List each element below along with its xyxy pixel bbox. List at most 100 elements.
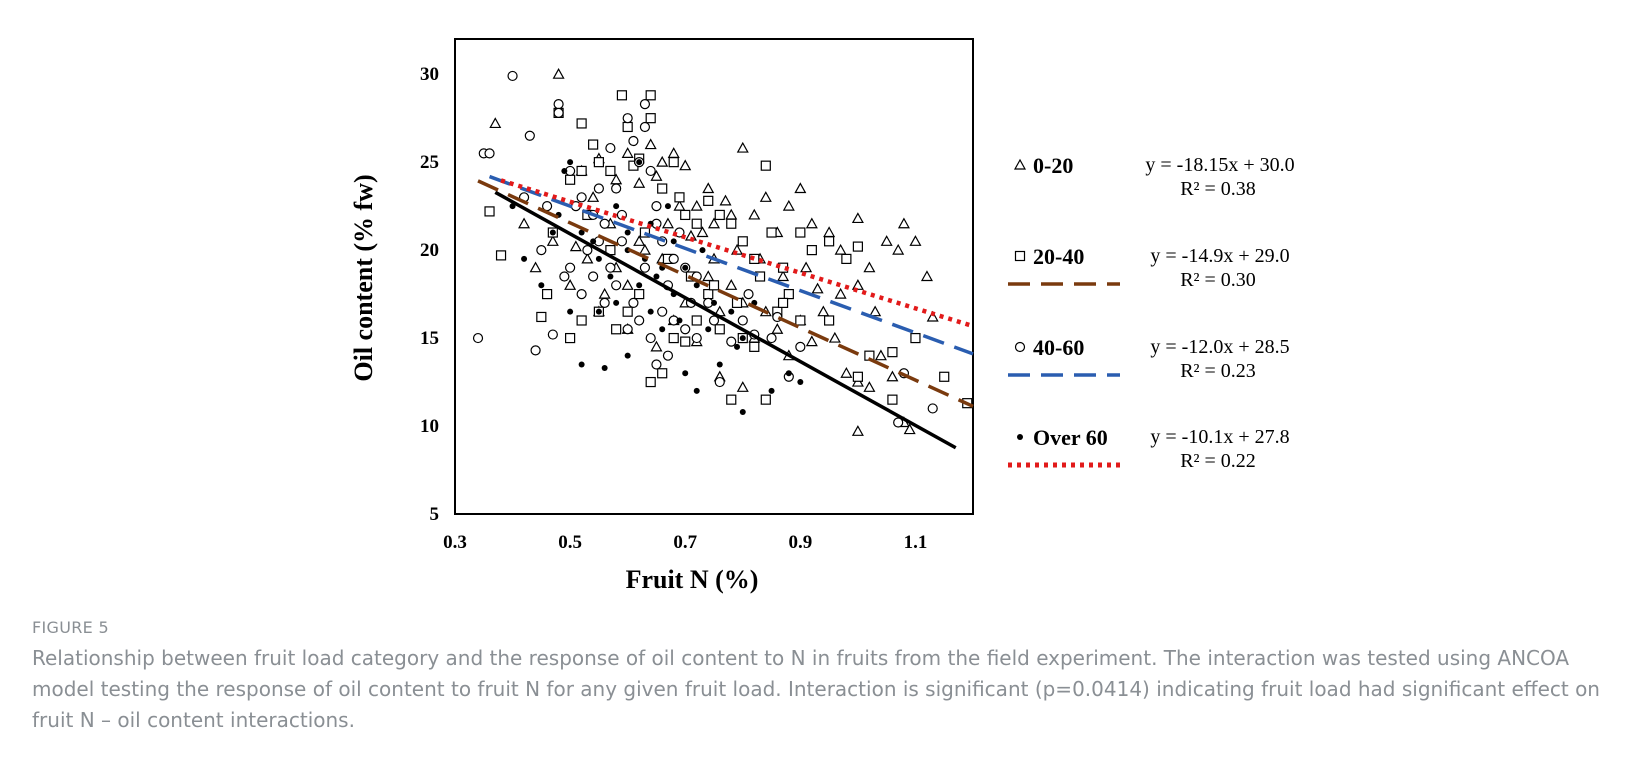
data-point-triangle: [892, 243, 905, 255]
plot-area-frame: [454, 38, 974, 515]
data-point-triangle: [702, 270, 715, 282]
data-point-triangle: [725, 279, 738, 290]
data-point-triangle: [834, 243, 847, 255]
data-points: [472, 67, 973, 436]
y-tick-label: 15: [420, 328, 439, 349]
data-point-square: [824, 236, 835, 247]
data-point-circle: [605, 262, 616, 273]
y-tick-label: 20: [420, 240, 439, 261]
data-point-triangle: [903, 423, 916, 435]
data-point-square: [703, 195, 714, 206]
data-point-circle: [599, 218, 610, 229]
data-point-dot: [705, 326, 712, 333]
data-point-dot: [693, 387, 700, 394]
x-axis-title: Fruit N (%): [626, 565, 759, 594]
data-point-square: [691, 218, 702, 229]
data-point-circle: [553, 98, 564, 110]
data-point-circle: [593, 183, 604, 194]
data-point-square: [622, 121, 633, 133]
data-point-square: [777, 297, 789, 308]
regression-equation: y = -18.15x + 30.0: [1145, 154, 1294, 176]
y-tick-label: 30: [420, 64, 439, 85]
trend-line: [477, 179, 974, 408]
regression-equation: y = -10.1x + 27.8: [1150, 426, 1289, 448]
data-point-triangle: [569, 240, 582, 252]
data-point-dot: [734, 343, 741, 350]
data-point-square: [605, 165, 616, 177]
data-point-square: [645, 376, 656, 388]
data-point-triangle: [874, 349, 887, 361]
data-point-circle: [472, 332, 484, 344]
data-point-square: [795, 315, 806, 326]
data-point-dot: [785, 370, 792, 377]
data-point-square: [795, 227, 806, 238]
data-point-dot: [521, 255, 528, 262]
data-point-square: [887, 347, 898, 358]
data-point-square: [852, 371, 863, 382]
data-point-square: [674, 192, 685, 203]
data-point-square: [680, 209, 691, 221]
data-point-square: [588, 139, 599, 150]
legend-marker-triangle: [1013, 158, 1027, 170]
data-point-triangle: [621, 147, 634, 158]
data-point-circle: [622, 324, 633, 335]
data-point-dot: [653, 273, 660, 280]
data-point-triangle: [909, 235, 922, 246]
data-point-dot: [590, 238, 597, 245]
data-point-circle: [668, 253, 679, 265]
data-point-triangle: [840, 367, 853, 378]
data-point-circle: [628, 297, 639, 308]
data-point-square: [852, 241, 863, 252]
data-point-triangle: [736, 381, 749, 392]
data-point-circle: [737, 315, 748, 326]
data-point-triangle: [834, 287, 847, 299]
data-point-dot: [578, 229, 585, 236]
figure-caption: FIGURE 5 Relationship between fruit load…: [32, 618, 1622, 736]
data-point-circle: [634, 315, 645, 326]
data-point-triangle: [650, 340, 663, 352]
data-point-circle: [588, 271, 599, 282]
data-point-dot: [728, 308, 735, 315]
data-point-circle: [616, 236, 628, 247]
data-point-square: [708, 280, 720, 291]
data-point-circle: [507, 70, 518, 82]
data-point-square: [484, 206, 495, 217]
data-point-square: [541, 288, 553, 300]
data-point-circle: [927, 403, 938, 414]
data-point-triangle: [851, 212, 864, 224]
data-point-dot: [682, 264, 689, 271]
data-point-square: [565, 332, 576, 344]
data-point-square: [703, 288, 714, 300]
data-point-dot: [693, 282, 700, 289]
data-point-square: [760, 394, 771, 405]
data-point-dot: [670, 238, 677, 245]
data-point-square: [576, 165, 587, 177]
data-point-dot: [595, 308, 602, 315]
data-point-square: [536, 311, 547, 323]
r-squared: R² = 0.22: [1180, 450, 1256, 472]
data-point-square: [668, 332, 679, 344]
legend-marker-circle: [1014, 341, 1026, 353]
data-point-circle: [639, 262, 651, 273]
data-point-dot: [664, 203, 671, 210]
data-point-triangle: [529, 261, 542, 273]
data-point-square: [616, 90, 628, 101]
x-axis-ticks: 0.3 0.5 0.7 0.9 1.1: [443, 532, 927, 553]
data-point-square: [657, 368, 668, 379]
data-point-square: [806, 245, 817, 256]
data-point-circle: [622, 113, 633, 124]
data-point-square: [766, 227, 777, 238]
data-point-circle: [530, 345, 541, 356]
data-point-circle: [611, 183, 622, 194]
data-point-square: [749, 341, 760, 352]
data-point-triangle: [817, 305, 830, 317]
data-point-square: [939, 371, 950, 382]
data-point-triangle: [880, 235, 893, 246]
data-point-square: [737, 236, 748, 247]
data-point-circle: [662, 350, 674, 361]
data-point-triangle: [794, 182, 807, 194]
regression-equation: y = -12.0x + 28.5: [1150, 336, 1289, 358]
data-point-triangle: [587, 191, 600, 202]
data-point-circle: [893, 417, 904, 428]
